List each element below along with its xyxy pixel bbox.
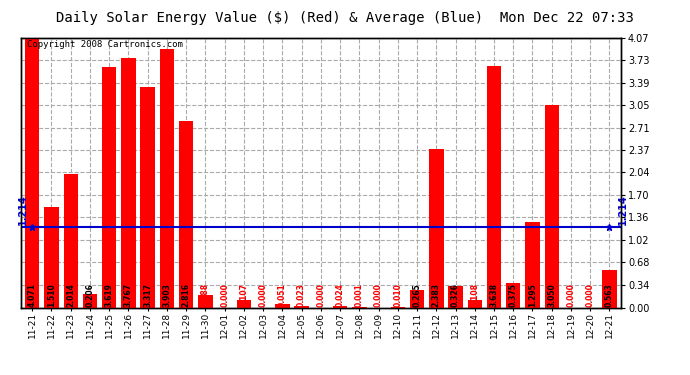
Text: 0.000: 0.000	[374, 283, 383, 307]
Bar	[179, 121, 193, 308]
Text: 0.107: 0.107	[239, 283, 248, 307]
Text: 0.563: 0.563	[605, 283, 614, 307]
Text: 0.001: 0.001	[355, 283, 364, 307]
Bar	[159, 49, 174, 308]
Text: 0.206: 0.206	[86, 283, 95, 307]
Text: 0.051: 0.051	[278, 283, 287, 307]
Text: 2.014: 2.014	[66, 283, 75, 307]
Text: 0.326: 0.326	[451, 283, 460, 307]
Text: 0.010: 0.010	[393, 283, 402, 307]
Bar	[121, 58, 136, 308]
Bar	[63, 174, 78, 308]
Bar	[506, 283, 520, 308]
Bar	[391, 307, 405, 308]
Bar	[198, 295, 213, 307]
Text: 3.050: 3.050	[547, 283, 556, 307]
Bar	[102, 68, 117, 308]
Text: 0.023: 0.023	[297, 283, 306, 307]
Text: 0.188: 0.188	[201, 283, 210, 307]
Bar	[237, 300, 251, 307]
Bar	[141, 87, 155, 308]
Bar	[468, 300, 482, 307]
Bar	[333, 306, 347, 308]
Text: 0.000: 0.000	[220, 283, 229, 307]
Bar	[429, 149, 444, 308]
Text: 1.295: 1.295	[528, 283, 537, 307]
Text: Copyright 2008 Cartronics.com: Copyright 2008 Cartronics.com	[27, 40, 183, 49]
Text: 3.619: 3.619	[105, 283, 114, 307]
Bar	[487, 66, 501, 308]
Text: 0.024: 0.024	[335, 283, 344, 307]
Text: 3.638: 3.638	[489, 283, 498, 307]
Bar	[83, 294, 97, 307]
Text: Daily Solar Energy Value ($) (Red) & Average (Blue)  Mon Dec 22 07:33: Daily Solar Energy Value ($) (Red) & Ave…	[56, 11, 634, 25]
Bar	[602, 270, 617, 308]
Bar	[44, 207, 59, 308]
Text: 2.816: 2.816	[181, 283, 190, 307]
Text: 2.383: 2.383	[432, 283, 441, 307]
Text: 3.317: 3.317	[144, 283, 152, 307]
Text: 4.071: 4.071	[28, 283, 37, 307]
Text: 0.265: 0.265	[413, 283, 422, 307]
Text: 1.214: 1.214	[18, 194, 28, 225]
Text: 0.000: 0.000	[259, 283, 268, 307]
Text: 0.375: 0.375	[509, 283, 518, 307]
Bar	[544, 105, 559, 308]
Text: 1.214: 1.214	[618, 194, 628, 225]
Text: 0.000: 0.000	[316, 283, 326, 307]
Text: 3.767: 3.767	[124, 283, 133, 307]
Bar	[448, 286, 463, 308]
Text: 3.903: 3.903	[162, 283, 171, 307]
Text: 1.510: 1.510	[47, 283, 56, 307]
Text: 0.108: 0.108	[471, 283, 480, 307]
Bar	[525, 222, 540, 308]
Text: 0.000: 0.000	[566, 283, 575, 307]
Bar	[410, 290, 424, 308]
Bar	[295, 306, 309, 308]
Bar	[25, 38, 39, 308]
Bar	[275, 304, 290, 307]
Text: 0.000: 0.000	[586, 283, 595, 307]
